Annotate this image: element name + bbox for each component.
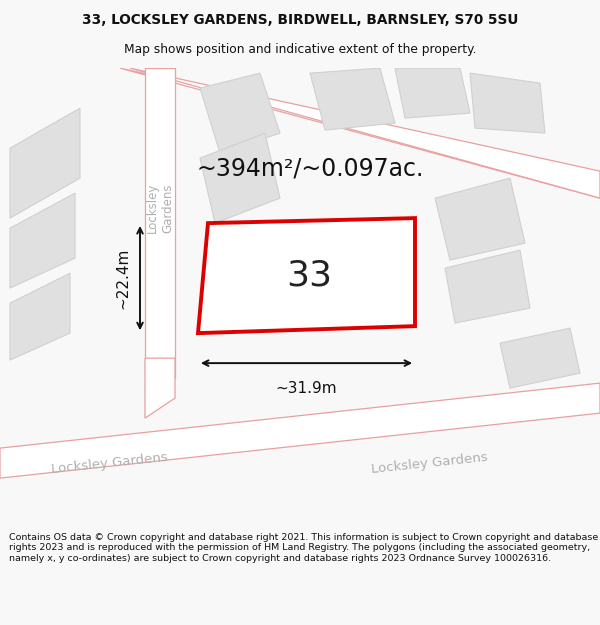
- Polygon shape: [120, 68, 600, 198]
- Polygon shape: [130, 68, 600, 198]
- Polygon shape: [500, 328, 580, 388]
- Polygon shape: [200, 73, 280, 153]
- Polygon shape: [10, 108, 80, 218]
- Polygon shape: [145, 68, 175, 378]
- Polygon shape: [395, 68, 470, 118]
- Text: Map shows position and indicative extent of the property.: Map shows position and indicative extent…: [124, 42, 476, 56]
- Text: Locksley Gardens: Locksley Gardens: [371, 451, 489, 476]
- Text: ~22.4m: ~22.4m: [115, 248, 130, 309]
- Polygon shape: [0, 383, 600, 478]
- Polygon shape: [310, 68, 395, 130]
- Polygon shape: [198, 218, 415, 333]
- Polygon shape: [445, 250, 530, 323]
- Polygon shape: [10, 273, 70, 360]
- Text: Contains OS data © Crown copyright and database right 2021. This information is : Contains OS data © Crown copyright and d…: [9, 533, 598, 563]
- Text: Locksley Gardens: Locksley Gardens: [51, 451, 169, 476]
- Polygon shape: [10, 193, 75, 288]
- Text: ~394m²/~0.097ac.: ~394m²/~0.097ac.: [196, 156, 424, 180]
- Polygon shape: [145, 358, 175, 418]
- Text: 33, LOCKSLEY GARDENS, BIRDWELL, BARNSLEY, S70 5SU: 33, LOCKSLEY GARDENS, BIRDWELL, BARNSLEY…: [82, 12, 518, 27]
- Text: Locksley
Gardens: Locksley Gardens: [146, 183, 174, 233]
- Polygon shape: [470, 73, 545, 133]
- Polygon shape: [200, 133, 280, 223]
- Polygon shape: [435, 178, 525, 260]
- Text: ~31.9m: ~31.9m: [275, 381, 337, 396]
- Text: 33: 33: [286, 258, 332, 292]
